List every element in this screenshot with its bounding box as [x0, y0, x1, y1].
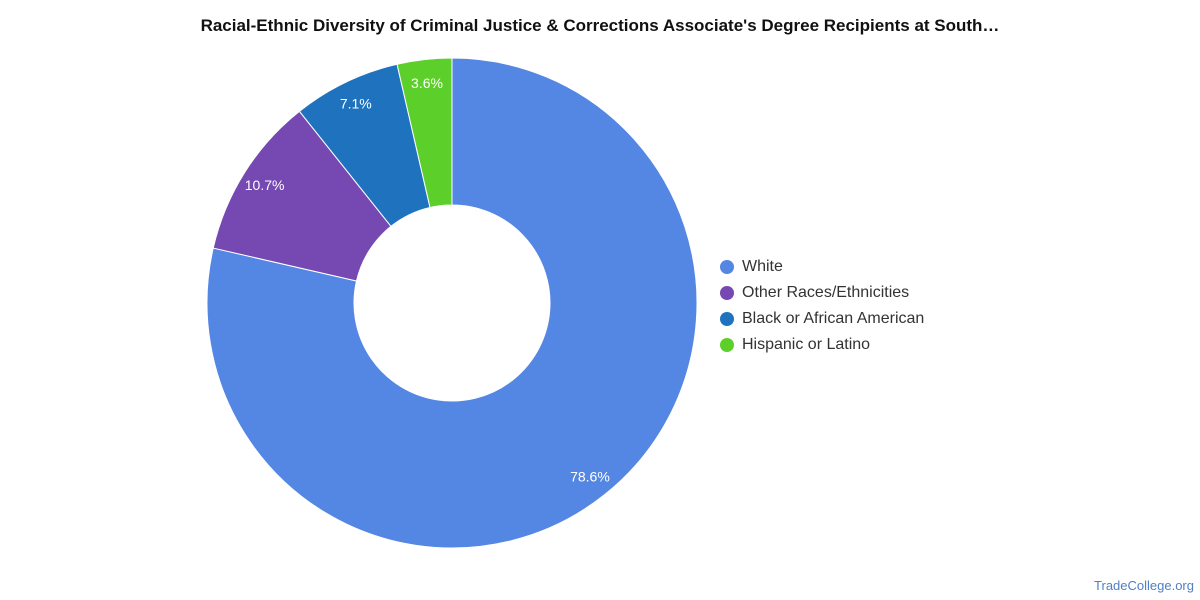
legend-label: White: [742, 258, 783, 275]
legend-item-3[interactable]: Hispanic or Latino: [720, 332, 924, 358]
donut-slice-3[interactable]: [396, 57, 453, 209]
slice-label-1: 10.7%: [245, 177, 285, 193]
slice-label-2: 7.1%: [340, 95, 372, 111]
chart-legend: White Other Races/Ethnicities Black or Afr…: [720, 254, 924, 358]
legend-swatch-icon: [720, 338, 734, 352]
legend-swatch-icon: [720, 286, 734, 300]
legend-swatch-icon: [720, 260, 734, 274]
legend-swatch-icon: [720, 312, 734, 326]
donut-slice-1[interactable]: [212, 110, 392, 282]
slice-label-0: 78.6%: [570, 468, 610, 484]
chart-title: Racial-Ethnic Diversity of Criminal Just…: [200, 16, 1000, 35]
slice-label-3: 3.6%: [411, 75, 443, 91]
legend-label: Black or African American: [742, 310, 925, 327]
legend-label: Hispanic or Latino: [742, 336, 871, 353]
legend-item-0[interactable]: White: [720, 254, 924, 280]
legend-item-1[interactable]: Other Races/Ethnicities: [720, 280, 924, 306]
donut-slice-0[interactable]: [206, 57, 698, 549]
watermark-link[interactable]: TradeCollege.org: [1094, 578, 1194, 593]
legend-label: Other Races/Ethnicities: [742, 284, 910, 301]
legend-item-2[interactable]: Black or African American: [720, 306, 924, 332]
